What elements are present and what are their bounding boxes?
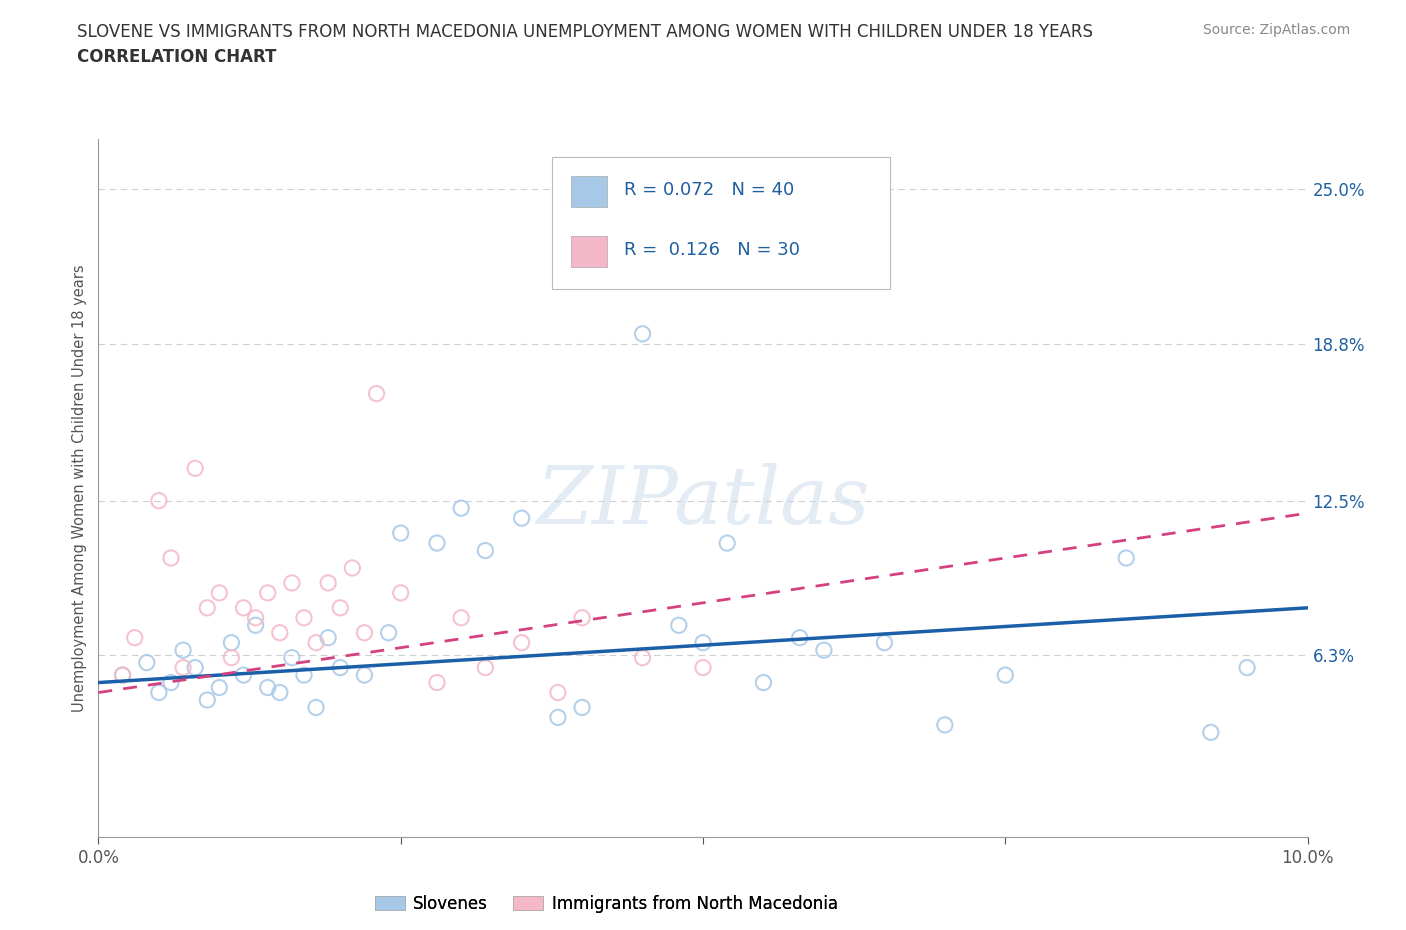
Point xyxy=(172,643,194,658)
Text: R =  0.126   N = 30: R = 0.126 N = 30 xyxy=(624,241,800,259)
Point xyxy=(366,386,388,401)
Point xyxy=(510,511,533,525)
Text: SLOVENE VS IMMIGRANTS FROM NORTH MACEDONIA UNEMPLOYMENT AMONG WOMEN WITH CHILDRE: SLOVENE VS IMMIGRANTS FROM NORTH MACEDON… xyxy=(77,23,1094,41)
Point xyxy=(813,643,835,658)
Point xyxy=(269,625,291,640)
Point xyxy=(281,576,304,591)
Point xyxy=(208,586,231,601)
Point xyxy=(195,601,218,616)
Point xyxy=(256,680,278,695)
Point xyxy=(172,660,194,675)
Point xyxy=(571,700,593,715)
Y-axis label: Unemployment Among Women with Children Under 18 years: Unemployment Among Women with Children U… xyxy=(72,264,87,712)
Point xyxy=(160,551,183,565)
Point xyxy=(135,656,157,671)
Point xyxy=(547,685,569,700)
Point xyxy=(571,610,593,625)
FancyBboxPatch shape xyxy=(571,176,607,207)
Point xyxy=(994,668,1017,683)
Point xyxy=(934,717,956,732)
Point xyxy=(269,685,291,700)
Point xyxy=(329,601,352,616)
Point xyxy=(389,586,412,601)
Point xyxy=(245,610,267,625)
Point xyxy=(353,625,375,640)
Point xyxy=(208,680,231,695)
Point xyxy=(148,493,170,508)
Point xyxy=(474,543,496,558)
Point xyxy=(160,675,183,690)
Point xyxy=(450,500,472,515)
Point xyxy=(1199,725,1222,740)
Point xyxy=(692,635,714,650)
Point xyxy=(316,576,339,591)
Point xyxy=(329,660,352,675)
Text: CORRELATION CHART: CORRELATION CHART xyxy=(77,48,277,66)
Point xyxy=(232,668,254,683)
Point xyxy=(184,660,207,675)
Text: ZIPatlas: ZIPatlas xyxy=(536,463,870,541)
Point xyxy=(316,631,339,645)
Point xyxy=(305,635,328,650)
Point xyxy=(789,631,811,645)
Point xyxy=(124,631,146,645)
Point xyxy=(292,610,315,625)
Point xyxy=(426,675,449,690)
Point xyxy=(668,618,690,632)
Point xyxy=(474,660,496,675)
Point xyxy=(389,525,412,540)
FancyBboxPatch shape xyxy=(571,235,607,267)
Legend: Slovenes, Immigrants from North Macedonia: Slovenes, Immigrants from North Macedoni… xyxy=(368,888,844,920)
Point xyxy=(547,710,569,724)
Point xyxy=(1236,660,1258,675)
Point xyxy=(716,536,738,551)
Point xyxy=(292,668,315,683)
Point xyxy=(1115,551,1137,565)
FancyBboxPatch shape xyxy=(551,157,890,289)
Point xyxy=(245,618,267,632)
Point xyxy=(752,675,775,690)
Point xyxy=(148,685,170,700)
Point xyxy=(353,668,375,683)
Point xyxy=(692,660,714,675)
Text: Source: ZipAtlas.com: Source: ZipAtlas.com xyxy=(1202,23,1350,37)
Point xyxy=(305,700,328,715)
Point xyxy=(221,635,243,650)
Point xyxy=(426,536,449,551)
Point xyxy=(450,610,472,625)
Point xyxy=(377,625,399,640)
Point xyxy=(256,586,278,601)
Point xyxy=(631,326,654,341)
Point xyxy=(342,561,364,576)
Point xyxy=(111,668,134,683)
Point xyxy=(184,461,207,476)
Point xyxy=(873,635,896,650)
Point xyxy=(232,601,254,616)
Point xyxy=(111,668,134,683)
Point xyxy=(221,650,243,665)
Point xyxy=(631,650,654,665)
Point xyxy=(281,650,304,665)
Text: R = 0.072   N = 40: R = 0.072 N = 40 xyxy=(624,180,794,199)
Point xyxy=(195,693,218,708)
Point xyxy=(510,635,533,650)
